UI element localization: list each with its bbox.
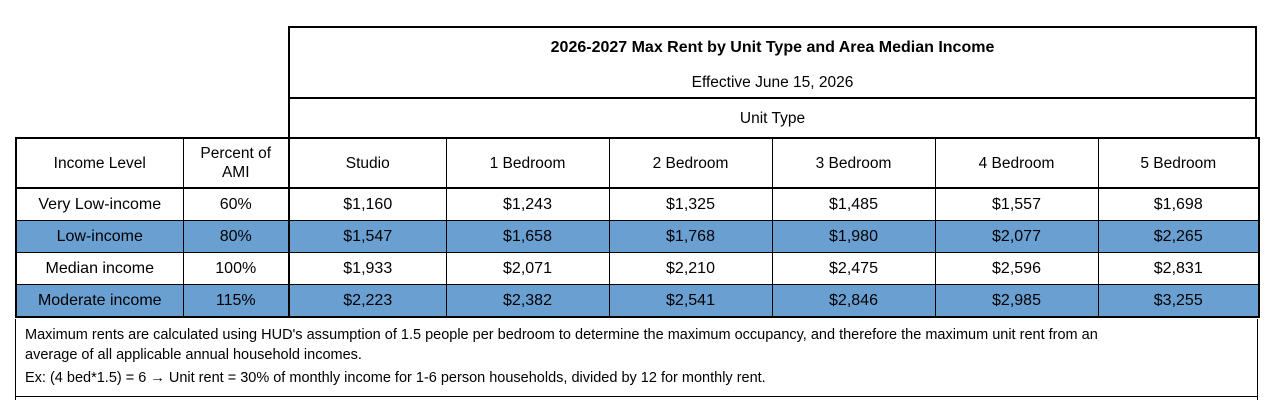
rent-cell: $3,255 [1097, 284, 1260, 318]
income-level-cell: Median income [15, 252, 184, 285]
note-line: Maximum rents are calculated using HUD's… [25, 327, 1098, 343]
rent-cell: $2,210 [608, 252, 773, 285]
rent-cell: $1,160 [288, 187, 447, 221]
income-level-cell: Low-income [15, 220, 184, 253]
header-4-bedroom: 4 Bedroom [934, 137, 1099, 189]
rent-cell: $2,475 [771, 252, 936, 285]
table-row-highlighted: Moderate income 115% $2,223 $2,382 $2,54… [15, 284, 1260, 318]
rent-cell: $2,596 [934, 252, 1099, 285]
percent-ami-cell: 100% [182, 252, 290, 285]
rent-cell: $1,485 [771, 187, 936, 221]
rent-cell: $2,077 [934, 220, 1099, 253]
header-5-bedroom: 5 Bedroom [1097, 137, 1260, 189]
rent-cell: $1,547 [288, 220, 447, 253]
rent-table: Income Level Percent of AMI Studio 1 Bed… [15, 137, 1260, 318]
unit-type-header: Unit Type [288, 97, 1257, 137]
header-percent-ami: Percent of AMI [182, 137, 290, 189]
note-line: average of all applicable annual househo… [25, 347, 362, 363]
notes-box: Maximum rents are calculated using HUD's… [15, 319, 1258, 400]
header-1-bedroom: 1 Bedroom [445, 137, 610, 189]
rent-cell: $1,325 [608, 187, 773, 221]
rent-cell: $2,831 [1097, 252, 1260, 285]
percent-ami-cell: 80% [182, 220, 290, 253]
rent-cell: $1,768 [608, 220, 773, 253]
rent-cell: $2,382 [445, 284, 610, 318]
rent-cell: $1,698 [1097, 187, 1260, 221]
note-example-line: Ex: (4 bed*1.5) = 6 → Unit rent = 30% of… [25, 370, 766, 386]
rent-cell: $2,265 [1097, 220, 1260, 253]
header-studio: Studio [288, 137, 447, 189]
title-box: 2026-2027 Max Rent by Unit Type and Area… [288, 26, 1257, 97]
table-title: 2026-2027 Max Rent by Unit Type and Area… [550, 39, 995, 56]
header-percent-ami-label: Percent of AMI [200, 145, 272, 181]
bottom-divider [15, 396, 1258, 397]
table-row-highlighted: Low-income 80% $1,547 $1,658 $1,768 $1,9… [15, 220, 1260, 253]
rent-cell: $1,658 [445, 220, 610, 253]
header-income-level: Income Level [15, 137, 184, 189]
percent-ami-cell: 115% [182, 284, 290, 318]
rent-cell: $2,071 [445, 252, 610, 285]
header-2-bedroom: 2 Bedroom [608, 137, 773, 189]
rent-cell: $2,223 [288, 284, 447, 318]
income-level-cell: Very Low-income [15, 187, 184, 221]
header-3-bedroom: 3 Bedroom [771, 137, 936, 189]
table-subtitle: Effective June 15, 2026 [691, 74, 854, 91]
rent-cell: $1,933 [288, 252, 447, 285]
income-level-cell: Moderate income [15, 284, 184, 318]
rent-cell: $2,985 [934, 284, 1099, 318]
percent-ami-cell: 60% [182, 187, 290, 221]
rent-cell: $1,557 [934, 187, 1099, 221]
rent-cell: $1,980 [771, 220, 936, 253]
rent-cell: $2,541 [608, 284, 773, 318]
table-row: Very Low-income 60% $1,160 $1,243 $1,325… [15, 187, 1260, 221]
table-row: Median income 100% $1,933 $2,071 $2,210 … [15, 252, 1260, 285]
column-header-row: Income Level Percent of AMI Studio 1 Bed… [15, 137, 1260, 189]
rent-cell: $2,846 [771, 284, 936, 318]
rent-cell: $1,243 [445, 187, 610, 221]
